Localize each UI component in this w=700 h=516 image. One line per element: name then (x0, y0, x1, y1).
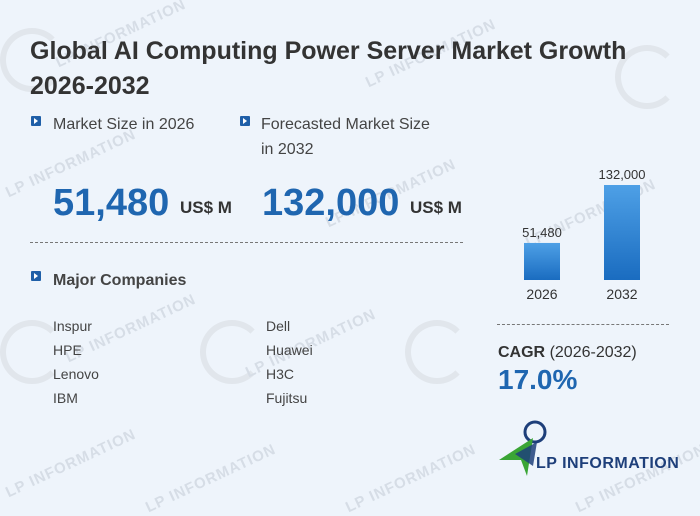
bullet-icon (31, 271, 41, 281)
lp-information-logo-icon (499, 420, 547, 476)
company-name: H3C (266, 366, 295, 382)
forecast-label-line2: in 2032 (261, 141, 314, 158)
company-name: HPE (53, 342, 82, 358)
bar-2032 (604, 185, 640, 280)
watermark-text: LP INFORMATION (343, 440, 479, 516)
companies-heading: Major Companies (53, 272, 187, 289)
company-name: IBM (53, 390, 78, 406)
watermark-logo-icon (200, 320, 264, 384)
bar-chart: 51,480 2026 132,000 2032 (522, 167, 646, 302)
market-size-unit: US$ M (180, 198, 232, 217)
x-tick-label: 2032 (606, 286, 637, 302)
page-title: Global AI Computing Power Server Market … (30, 37, 627, 100)
company-name: Inspur (53, 318, 92, 334)
forecast-label: Forecasted Market Size in 2032 (261, 112, 430, 162)
divider (30, 242, 463, 243)
data-label: 51,480 (522, 225, 562, 240)
forecast-label-line1: Forecasted Market Size (261, 116, 430, 133)
cagr-period: (2026-2032) (549, 344, 637, 361)
bar-2026 (524, 242, 560, 280)
market-size-label: Market Size in 2026 (53, 116, 195, 133)
bullet-icon (240, 116, 250, 126)
market-size-value: 51,480 (53, 182, 170, 224)
watermark-logo-icon (405, 320, 469, 384)
cagr-label-text: CAGR (498, 344, 546, 361)
logo-text: LP INFORMATION (536, 455, 680, 472)
watermark-text: LP INFORMATION (3, 425, 139, 502)
company-name: Lenovo (53, 366, 99, 382)
company-name: Huawei (266, 342, 313, 358)
forecast-value: 132,000 (262, 182, 400, 224)
cagr-value: 17.0% (498, 364, 578, 395)
company-name: Dell (266, 318, 291, 334)
cagr-label: CAGR (2026-2032) (498, 344, 637, 362)
company-name: Fujitsu (266, 390, 308, 406)
forecast-unit: US$ M (410, 198, 462, 217)
watermark-text: LP INFORMATION (143, 440, 279, 516)
watermark-text: LP INFORMATION (573, 440, 700, 516)
data-label: 132,000 (599, 167, 646, 182)
x-tick-label: 2026 (526, 286, 557, 302)
bullet-icon (31, 116, 41, 126)
divider (497, 324, 669, 325)
